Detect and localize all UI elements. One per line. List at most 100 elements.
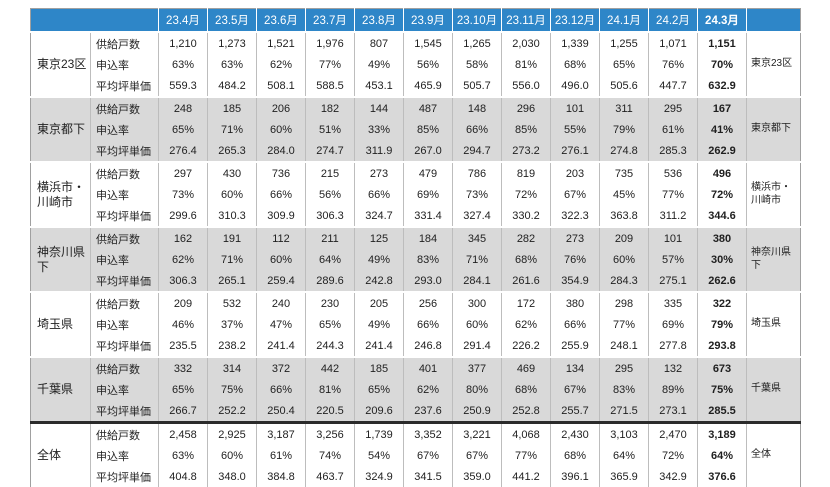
- value-cell: 248: [158, 97, 208, 119]
- value-cell: 184: [403, 227, 453, 249]
- value-cell: 295: [599, 357, 649, 379]
- value-cell: 273.1: [648, 400, 698, 423]
- value-cell: 273.2: [501, 140, 551, 162]
- value-cell: 306.3: [158, 270, 208, 292]
- value-cell: 4,068: [501, 422, 551, 445]
- value-cell: 380: [697, 227, 747, 249]
- value-cell: 259.4: [256, 270, 306, 292]
- value-cell: 256: [403, 292, 453, 314]
- table-row: 東京23区 供給戸数 1,210 1,273 1,521 1,976 807 1,545 1,2…: [31, 32, 801, 97]
- value-cell: 69%: [648, 314, 698, 335]
- value-cell: 65%: [158, 379, 208, 400]
- value-cell: 496.0: [550, 75, 600, 97]
- table-row: 申込率 65% 75% 66% 81% 65% 62% 80% 68% 67% 83% 89% 75%: [31, 379, 801, 400]
- value-cell: 532: [207, 292, 257, 314]
- value-cell: 324.9: [354, 466, 404, 487]
- value-cell: 275.1: [648, 270, 698, 292]
- value-cell: 300: [452, 292, 502, 314]
- value-cell: 365.9: [599, 466, 649, 487]
- value-cell: 294.7: [452, 140, 502, 162]
- value-cell: 85%: [501, 119, 551, 140]
- table-row: 東京都下 供給戸数 248 185 206 182 144 487 148 296 101 311 29…: [30, 97, 801, 162]
- metric-label: 平均坪単価: [90, 75, 159, 97]
- value-cell: 285.5: [697, 400, 747, 423]
- value-cell: 66%: [256, 184, 306, 205]
- table-row: 申込率 62% 71% 60% 64% 49% 83% 71% 68% 76% 60% 57% 30%: [31, 249, 801, 270]
- value-cell: 807: [354, 32, 404, 54]
- value-cell: 241.4: [256, 335, 306, 357]
- value-cell: 377: [452, 357, 502, 379]
- table-row: 全体 供給戸数 2,458 2,925 3,187 3,256 1,739 3,352 3,22…: [31, 422, 801, 487]
- value-cell: 354.9: [550, 270, 600, 292]
- region-label-right: 神奈川県下: [746, 227, 801, 292]
- value-cell: 235.5: [158, 335, 208, 357]
- value-cell: 81%: [305, 379, 355, 400]
- value-cell: 60%: [256, 119, 306, 140]
- value-cell: 62%: [403, 379, 453, 400]
- value-cell: 68%: [501, 379, 551, 400]
- value-cell: 65%: [158, 119, 208, 140]
- value-cell: 58%: [452, 54, 502, 75]
- month-header: 24.1月: [599, 8, 649, 33]
- region-label-right: 横浜市・川崎市: [746, 162, 801, 227]
- month-header: 23.8月: [354, 8, 404, 33]
- value-cell: 211: [305, 227, 355, 249]
- value-cell: 77%: [648, 184, 698, 205]
- value-cell: 80%: [452, 379, 502, 400]
- region-label-right: 全体: [746, 422, 801, 487]
- value-cell: 297: [158, 162, 208, 184]
- table-row: 平均坪単価 266.7 252.2 250.4 220.5 209.6 237.6 250.9…: [31, 400, 801, 423]
- value-cell: 250.9: [452, 400, 502, 423]
- value-cell: 60%: [207, 184, 257, 205]
- value-cell: 285.3: [648, 140, 698, 162]
- value-cell: 404.8: [158, 466, 208, 487]
- month-header-row: 23.4月 23.5月 23.6月 23.7月 23.8月 23.9月 23.10月 23.1…: [30, 8, 801, 33]
- value-cell: 67%: [550, 379, 600, 400]
- region-label-left: 東京23区: [37, 57, 87, 71]
- value-cell: 79%: [697, 314, 747, 335]
- value-cell: 33%: [354, 119, 404, 140]
- value-cell: 237.6: [403, 400, 453, 423]
- value-cell: 274.7: [305, 140, 355, 162]
- value-cell: 60%: [207, 445, 257, 466]
- metric-label: 申込率: [90, 379, 159, 400]
- region-label-left: 埼玉県: [37, 317, 74, 331]
- region-block: 全体 供給戸数 2,458 2,925 3,187 3,256 1,739 3,352 3,22…: [30, 422, 801, 487]
- table-row: 千葉県 供給戸数 332 314 372 442 185 401 377 469 134 295 132…: [30, 357, 801, 423]
- value-cell: 62%: [158, 249, 208, 270]
- value-cell: 244.3: [305, 335, 355, 357]
- month-header: 23.7月: [305, 8, 355, 33]
- value-cell: 271.5: [599, 400, 649, 423]
- value-cell: 314: [207, 357, 257, 379]
- value-cell: 67%: [403, 445, 453, 466]
- metric-label: 供給戸数: [90, 97, 159, 119]
- table-row: 申込率 63% 63% 62% 77% 49% 56% 58% 81% 68% 65% 76% 70%: [31, 54, 801, 75]
- value-cell: 1,521: [256, 32, 306, 54]
- value-cell: 248.1: [599, 335, 649, 357]
- value-cell: 215: [305, 162, 355, 184]
- value-cell: 327.4: [452, 205, 502, 227]
- value-cell: 289.6: [305, 270, 355, 292]
- value-cell: 252.2: [207, 400, 257, 423]
- value-cell: 331.4: [403, 205, 453, 227]
- value-cell: 298: [599, 292, 649, 314]
- value-cell: 441.2: [501, 466, 551, 487]
- metric-label: 平均坪単価: [90, 400, 159, 423]
- value-cell: 83%: [403, 249, 453, 270]
- metric-label: 申込率: [90, 184, 159, 205]
- value-cell: 255.7: [550, 400, 600, 423]
- value-cell: 241.4: [354, 335, 404, 357]
- value-cell: 101: [550, 97, 600, 119]
- value-cell: 209: [158, 292, 208, 314]
- metric-label: 供給戸数: [90, 357, 159, 379]
- value-cell: 330.2: [501, 205, 551, 227]
- value-cell: 68%: [550, 54, 600, 75]
- value-cell: 63%: [207, 54, 257, 75]
- table-row: 申込率 65% 71% 60% 51% 33% 85% 66% 85% 55% 79% 61% 41%: [31, 119, 801, 140]
- metric-label: 申込率: [90, 314, 159, 335]
- value-cell: 453.1: [354, 75, 404, 97]
- value-cell: 205: [354, 292, 404, 314]
- value-cell: 182: [305, 97, 355, 119]
- value-cell: 306.3: [305, 205, 355, 227]
